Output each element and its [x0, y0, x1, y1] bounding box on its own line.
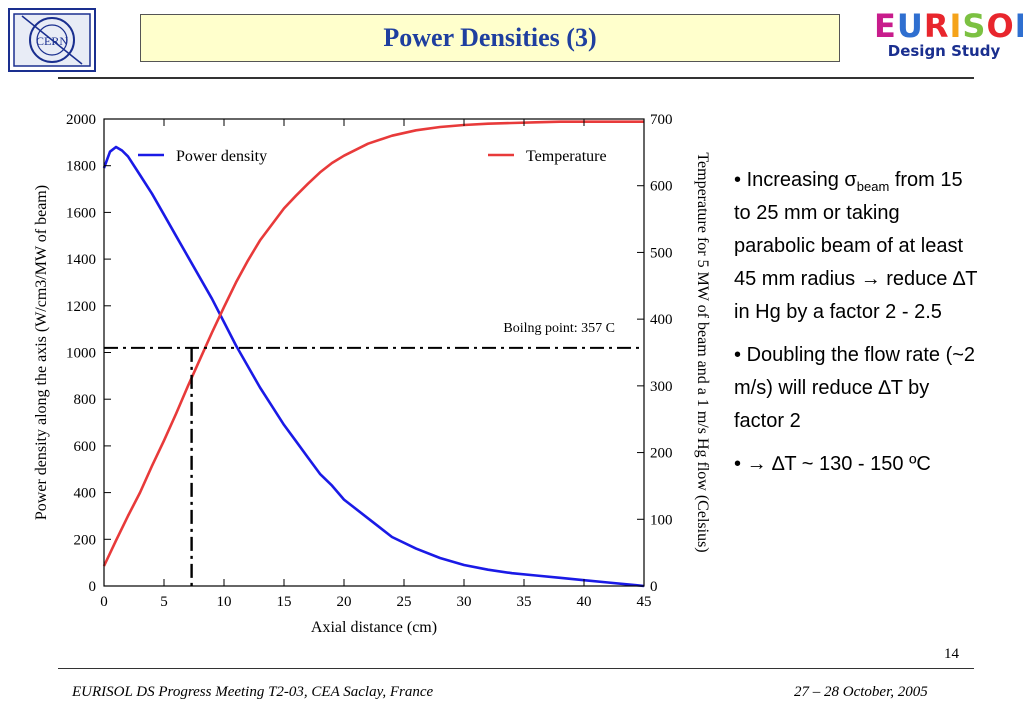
y2-tick-label: 200 [650, 446, 673, 462]
eurisol-letter-1: U [896, 7, 924, 45]
x-tick-label: 0 [100, 594, 108, 610]
footer-divider [58, 668, 974, 669]
bullet-marker: • [734, 169, 747, 191]
y-tick-label: 600 [74, 439, 97, 455]
bullet-item-2: • Doubling the flow rate (~2 m/s) will r… [734, 339, 984, 438]
eurisol-letter-6: L [1015, 7, 1023, 45]
cern-logo-graphic: CERN [8, 8, 96, 72]
y-tick-label: 1200 [66, 299, 96, 315]
boiling-point-label: Boilng point: 357 C [503, 321, 615, 336]
bullet-item-1: • Increasing σbeam from 15 to 25 mm or t… [734, 164, 984, 329]
page-title: Power Densities (3) [383, 23, 597, 52]
x-tick-label: 20 [337, 594, 352, 610]
y2-tick-label: 0 [650, 579, 658, 595]
footer-date: 27 – 28 October, 2005 [794, 684, 928, 700]
x-tick-label: 30 [457, 594, 472, 610]
legend-label-temperature: Temperature [526, 148, 607, 165]
eurisol-letter-5: O [986, 7, 1015, 45]
bullet-item-3: • → ∆T ~ 130 - 150 ºC [734, 448, 984, 481]
x-tick-label: 40 [577, 594, 592, 610]
y-tick-label: 800 [74, 392, 97, 408]
x-tick-label: 10 [217, 594, 232, 610]
chart-svg: 0 5 10 15 20 25 30 35 40 450200400600800100012001… [33, 112, 711, 636]
y-tick-label: 1400 [66, 252, 96, 268]
sigma-symbol: σ [844, 169, 857, 191]
bullet-marker: • [734, 344, 747, 366]
y2-tick-label: 300 [650, 379, 673, 395]
y-tick-label: 200 [74, 532, 97, 548]
y2-tick-label: 600 [650, 179, 673, 195]
eurisol-letter-3: I [949, 7, 963, 45]
y-tick-label: 1600 [66, 205, 96, 221]
x-axis-label: Axial distance (cm) [311, 619, 437, 636]
y-tick-label: 1000 [66, 346, 96, 362]
x-tick-label: 15 [277, 594, 292, 610]
footer-event: EURISOL DS Progress Meeting T2-03, CEA S… [72, 684, 434, 700]
eurisol-letter-2: R [923, 7, 950, 45]
y2-tick-label: 100 [650, 512, 673, 528]
x-tick-label: 25 [397, 594, 412, 610]
eurisol-wordmark: EURISOL [874, 7, 1023, 45]
header-divider [58, 77, 974, 79]
x-tick-label: 5 [160, 594, 168, 610]
y2-tick-label: 500 [650, 245, 673, 261]
eurisol-letter-0: E [874, 7, 897, 45]
y-tick-label: 0 [89, 579, 97, 595]
y2-tick-label: 700 [650, 112, 673, 128]
y-tick-label: 1800 [66, 159, 96, 175]
cern-logo: CERN [6, 6, 98, 74]
x-tick-label: 35 [517, 594, 532, 610]
bullet-list: • Increasing σbeam from 15 to 25 mm or t… [734, 164, 984, 491]
y2-tick-label: 400 [650, 312, 673, 328]
series-line-temperature [102, 120, 644, 567]
eurisol-letter-4: S [962, 7, 987, 45]
page-number: 14 [944, 646, 959, 662]
eurisol-logo: EURISOL Design Study [874, 7, 1023, 68]
y2-axis-label: Temperature for 5 MW of beam and a 1 m/s… [694, 152, 711, 552]
x-tick-label: 45 [637, 594, 652, 610]
y-tick-label: 400 [74, 486, 97, 502]
eurisol-subtitle: Design Study [887, 42, 1001, 60]
chart: 0 5 10 15 20 25 30 35 40 45 0 200 400 600 800 1000 1200 1… [0, 95, 720, 655]
bullet-2-text: Doubling the flow rate (~2 m/s) will red… [734, 344, 976, 432]
y-tick-label: 2000 [66, 112, 96, 128]
bullet-1-pre: Increasing [746, 169, 845, 191]
cern-logo-text: CERN [36, 34, 68, 48]
sigma-subscript: beam [856, 179, 890, 194]
title-box: Power Densities (3) [140, 14, 840, 62]
bullet-3-text: → ∆T ~ 130 - 150 ºC [746, 453, 931, 475]
bullet-marker: • [734, 453, 747, 475]
plot-frame [103, 118, 645, 587]
y-axis-label: Power density along the axis (W/cm3/MW o… [33, 185, 50, 520]
bullet-1-post: from 15 to 25 mm or taking parabolic bea… [734, 169, 978, 323]
legend-label-power-density: Power density [176, 148, 267, 165]
series-line-power-density [102, 145, 645, 588]
